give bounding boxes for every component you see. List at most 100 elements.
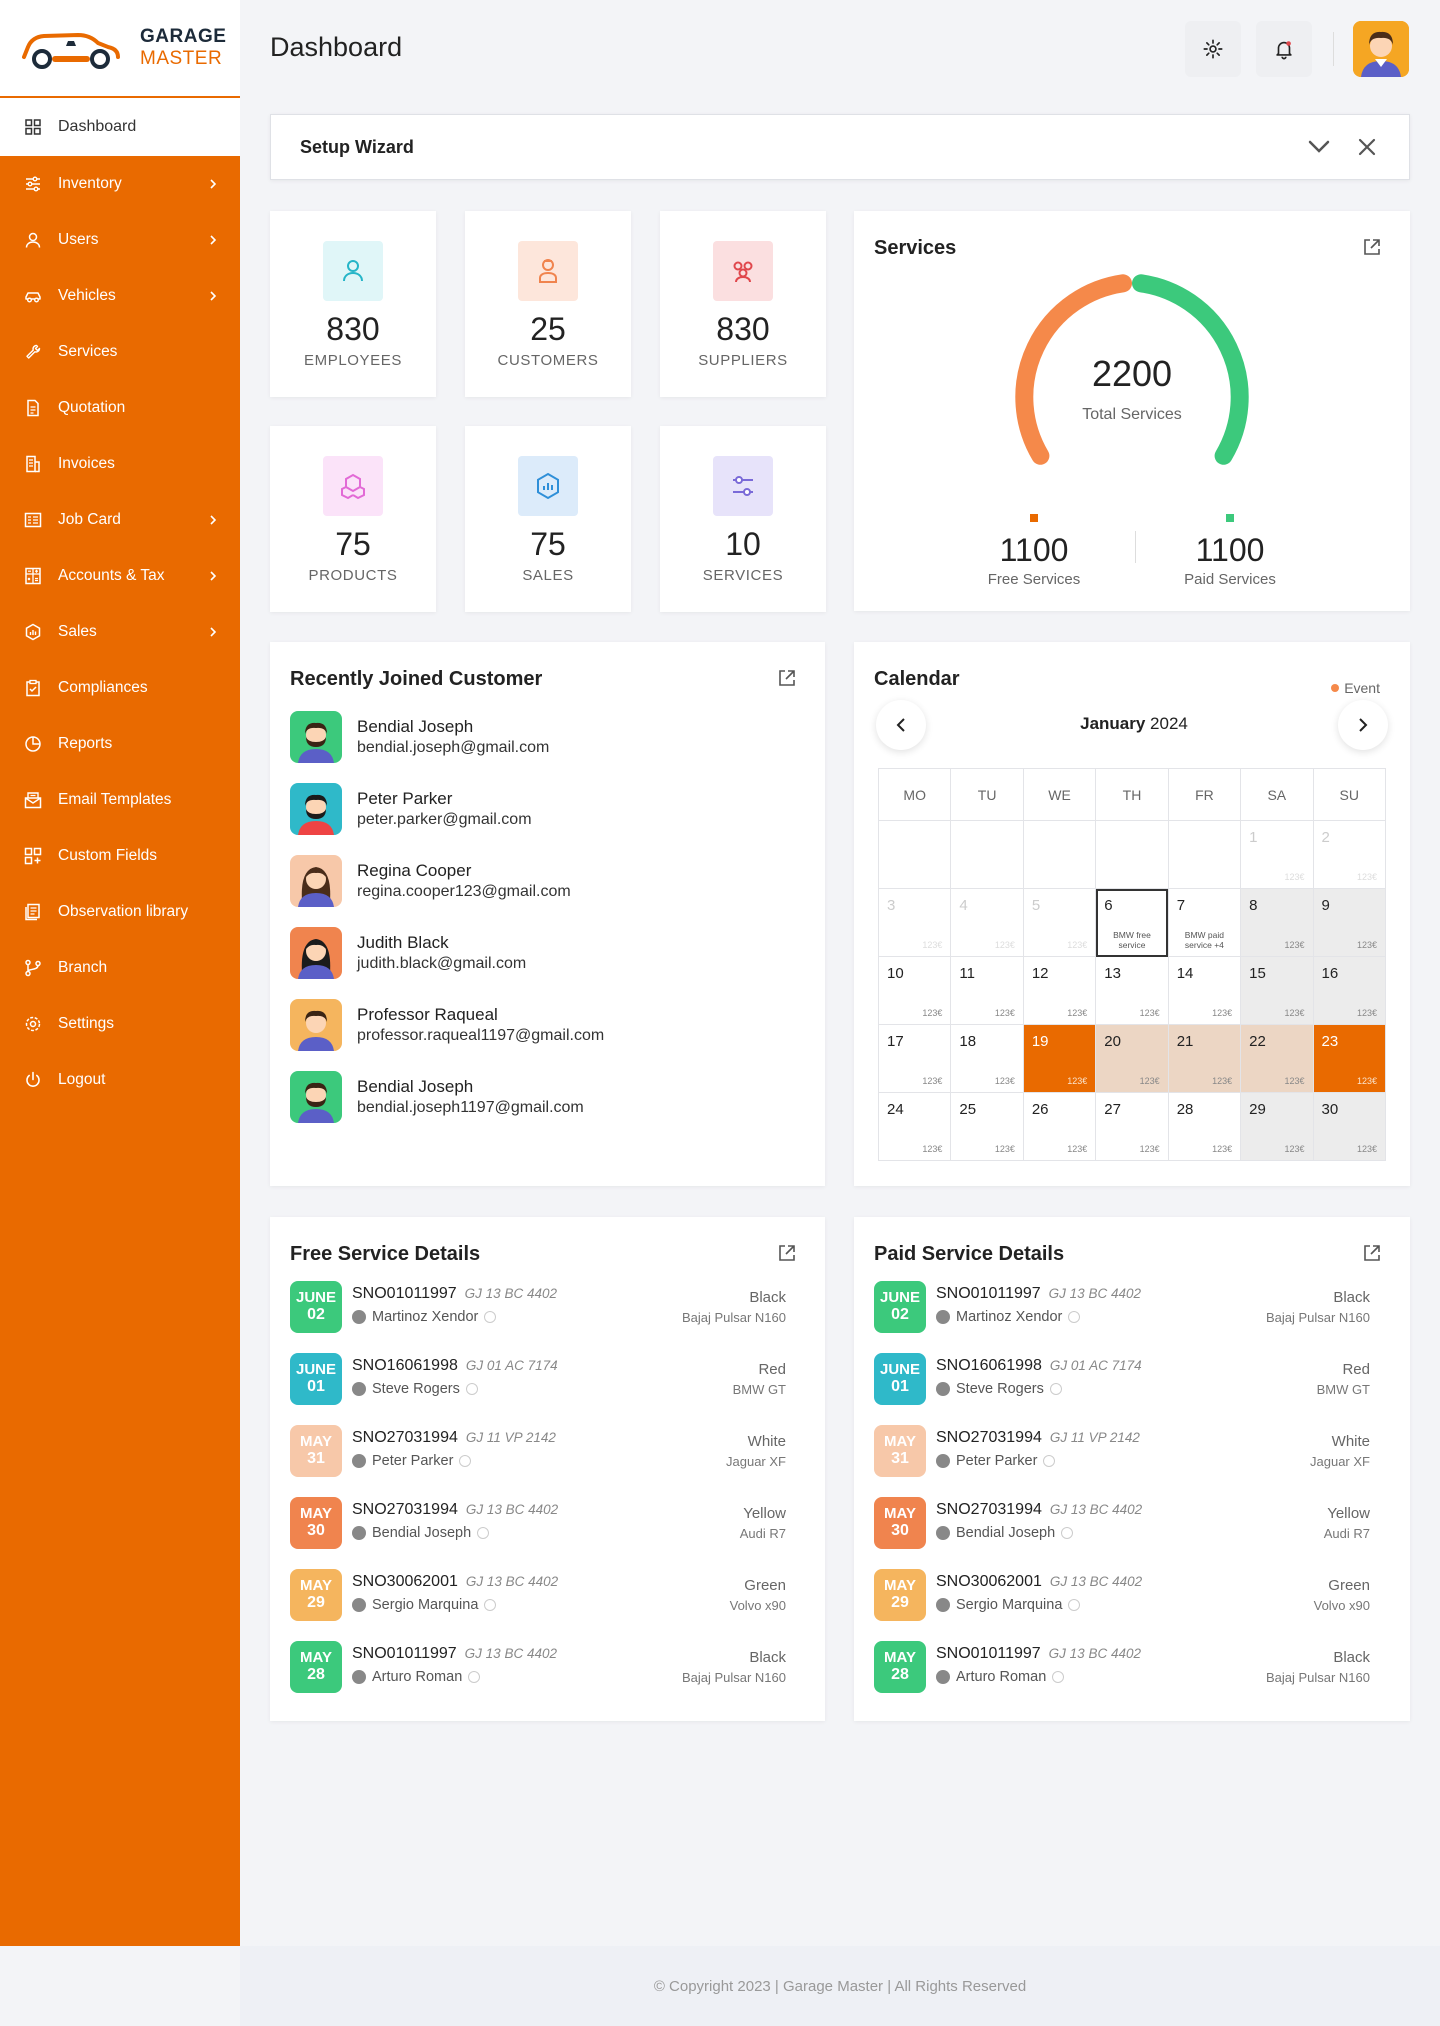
calendar-day[interactable]: 9 123€ [1312, 888, 1387, 957]
calendar-day[interactable]: 20 123€ [1095, 1024, 1169, 1093]
sidebar-item-vehicles[interactable]: Vehicles [0, 268, 240, 324]
calendar-day[interactable]: 2 123€ [1312, 820, 1387, 889]
info-icon[interactable] [1043, 1455, 1056, 1467]
calendar-day[interactable]: 12 123€ [1022, 956, 1097, 1025]
service-row[interactable]: JUNE 01 SNO16061998 GJ 01 AC 7174 Steve Roge… [874, 1353, 1370, 1407]
info-icon[interactable] [459, 1455, 472, 1467]
customer-list-item[interactable]: Professor Raqueal professor.raqueal1197@g… [290, 999, 604, 1051]
calendar-day[interactable]: 4 123€ [950, 888, 1024, 957]
calendar-day[interactable]: 19 123€ [1022, 1024, 1097, 1093]
info-icon[interactable] [468, 1671, 481, 1683]
customer-list-item[interactable]: Peter Parker peter.parker@gmail.com [290, 783, 532, 835]
calendar-event[interactable]: BMW paid service +4 [1184, 930, 1224, 950]
calendar-day[interactable]: 15 123€ [1240, 956, 1314, 1025]
setup-wizard[interactable]: Setup Wizard [270, 114, 1410, 180]
service-row[interactable]: MAY 29 SNO30062001 GJ 13 BC 4402 Sergio Marq… [874, 1569, 1370, 1623]
service-row[interactable]: MAY 28 SNO01011997 GJ 13 BC 4402 Arturo Roma… [874, 1641, 1370, 1695]
sidebar-item-logout[interactable]: Logout [0, 1052, 240, 1108]
customer-list-item[interactable]: Judith Black judith.black@gmail.com [290, 927, 526, 979]
calendar-day[interactable]: 3 123€ [877, 888, 952, 957]
external-link-icon[interactable] [777, 668, 797, 688]
calendar-day[interactable]: 10 123€ [877, 956, 952, 1025]
service-row[interactable]: MAY 28 SNO01011997 GJ 13 BC 4402 Arturo Roma… [290, 1641, 786, 1695]
service-row[interactable]: JUNE 02 SNO01011997 GJ 13 BC 4402 Martinoz X… [874, 1281, 1370, 1335]
calendar-day[interactable]: 26 123€ [1022, 1092, 1097, 1161]
customer-list-item[interactable]: Bendial Joseph bendial.joseph1197@gmail.c… [290, 1071, 584, 1123]
stat-card-customers[interactable]: 25 CUSTOMERS [465, 211, 631, 397]
info-icon[interactable] [1061, 1527, 1074, 1539]
service-row[interactable]: MAY 30 SNO27031994 GJ 13 BC 4402 Bendial Jos… [290, 1497, 786, 1551]
sidebar-item-job-card[interactable]: Job Card [0, 492, 240, 548]
calendar-day[interactable]: 14 123€ [1167, 956, 1242, 1025]
calendar-day[interactable]: 16 123€ [1312, 956, 1387, 1025]
service-row[interactable]: MAY 30 SNO27031994 GJ 13 BC 4402 Bendial Jos… [874, 1497, 1370, 1551]
external-link-icon[interactable] [1362, 1243, 1382, 1263]
sidebar-item-email-templates[interactable]: Email Templates [0, 772, 240, 828]
sidebar-item-quotation[interactable]: Quotation [0, 380, 240, 436]
service-row[interactable]: MAY 29 SNO30062001 GJ 13 BC 4402 Sergio Marq… [290, 1569, 786, 1623]
info-icon[interactable] [484, 1311, 497, 1323]
calendar-day[interactable]: 13 123€ [1095, 956, 1169, 1025]
info-icon[interactable] [1068, 1311, 1081, 1323]
sidebar-item-compliances[interactable]: Compliances [0, 660, 240, 716]
external-link-icon[interactable] [1362, 237, 1382, 257]
calendar-day[interactable]: 7 BMW paid service +4 [1167, 888, 1242, 957]
calendar-day[interactable]: 5 123€ [1022, 888, 1097, 957]
calendar-day[interactable]: 6 BMW free service [1095, 888, 1169, 957]
calendar-day[interactable]: 18 123€ [950, 1024, 1024, 1093]
calendar-day[interactable]: 22 123€ [1240, 1024, 1314, 1093]
calendar-day[interactable]: 25 123€ [950, 1092, 1024, 1161]
sidebar-item-accounts-tax[interactable]: Accounts & Tax [0, 548, 240, 604]
sidebar-item-branch[interactable]: Branch [0, 940, 240, 996]
calendar-day[interactable]: 23 123€ [1312, 1024, 1387, 1093]
service-row[interactable]: MAY 31 SNO27031994 GJ 11 VP 2142 Peter Parke… [874, 1425, 1370, 1479]
sidebar-item-reports[interactable]: Reports [0, 716, 240, 772]
external-link-icon[interactable] [777, 1243, 797, 1263]
settings-button[interactable] [1185, 21, 1241, 77]
sidebar-item-settings[interactable]: Settings [0, 996, 240, 1052]
calendar-day[interactable]: 11 123€ [950, 956, 1024, 1025]
calendar-day[interactable]: 17 123€ [877, 1024, 952, 1093]
info-icon[interactable] [465, 1383, 478, 1395]
user-avatar[interactable] [1353, 21, 1409, 77]
sidebar-item-invoices[interactable]: Invoices [0, 436, 240, 492]
sidebar-item-dashboard[interactable]: Dashboard [0, 98, 240, 156]
info-icon[interactable] [1068, 1599, 1081, 1611]
customer-list-item[interactable]: Regina Cooper regina.cooper123@gmail.com [290, 855, 571, 907]
service-row[interactable]: MAY 31 SNO27031994 GJ 11 VP 2142 Peter Parke… [290, 1425, 786, 1479]
calendar-day[interactable]: 1 123€ [1240, 820, 1314, 889]
info-icon[interactable] [484, 1599, 497, 1611]
stat-card-employees[interactable]: 830 EMPLOYEES [270, 211, 436, 397]
sidebar-item-users[interactable]: Users [0, 212, 240, 268]
info-icon[interactable] [1052, 1671, 1065, 1683]
service-row[interactable]: JUNE 01 SNO16061998 GJ 01 AC 7174 Steve Roge… [290, 1353, 786, 1407]
expand-button[interactable] [1305, 133, 1333, 161]
sidebar-item-services[interactable]: Services [0, 324, 240, 380]
logo[interactable]: GARAGE MASTER [0, 0, 240, 98]
close-button[interactable] [1353, 133, 1381, 161]
service-row[interactable]: JUNE 02 SNO01011997 GJ 13 BC 4402 Martinoz X… [290, 1281, 786, 1335]
customer-list-item[interactable]: Bendial Joseph bendial.joseph@gmail.com [290, 711, 549, 763]
calendar-day[interactable]: 28 123€ [1167, 1092, 1242, 1161]
calendar-event[interactable]: BMW free service [1113, 930, 1151, 950]
calendar-day[interactable]: 24 123€ [877, 1092, 952, 1161]
stat-card-sales[interactable]: 75 SALES [465, 426, 631, 612]
calendar-day[interactable]: 29 123€ [1240, 1092, 1314, 1161]
calendar-day[interactable]: 21 123€ [1167, 1024, 1242, 1093]
next-month-button[interactable] [1338, 700, 1388, 750]
prev-month-button[interactable] [876, 700, 926, 750]
sidebar-item-custom-fields[interactable]: Custom Fields [0, 828, 240, 884]
info-icon[interactable] [1049, 1383, 1062, 1395]
calendar-day[interactable]: 8 123€ [1240, 888, 1314, 957]
calendar-day[interactable]: 30 123€ [1312, 1092, 1387, 1161]
stat-card-suppliers[interactable]: 830 SUPPLIERS [660, 211, 826, 397]
sidebar-item-observation-library[interactable]: Observation library [0, 884, 240, 940]
sidebar-item-sales[interactable]: Sales [0, 604, 240, 660]
stat-card-products[interactable]: 75 PRODUCTS [270, 426, 436, 612]
notifications-button[interactable] [1256, 21, 1312, 77]
sidebar-item-inventory[interactable]: Inventory [0, 156, 240, 212]
stat-card-services[interactable]: 10 SERVICES [660, 426, 826, 612]
info-icon[interactable] [477, 1527, 490, 1539]
free-services-stat: 1100 Free Services [944, 514, 1124, 588]
calendar-day[interactable]: 27 123€ [1095, 1092, 1169, 1161]
